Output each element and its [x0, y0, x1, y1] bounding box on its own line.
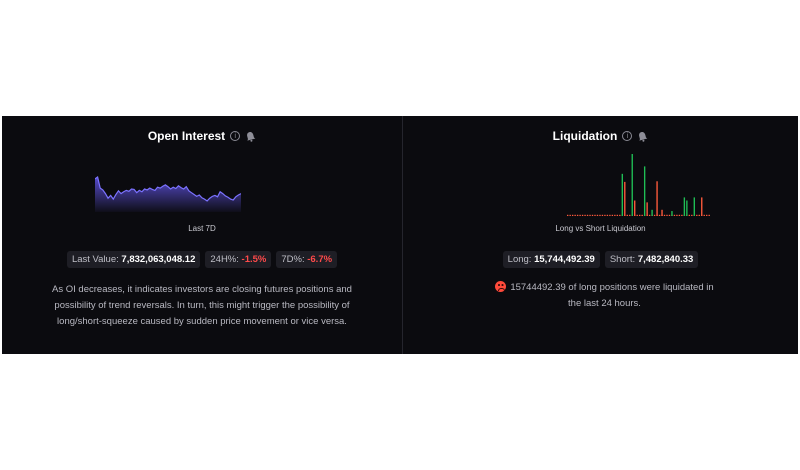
liquidation-baseline-bar	[599, 214, 601, 216]
liquidation-baseline-bar	[626, 214, 628, 216]
open-interest-line	[95, 176, 241, 202]
liquidation-baseline-bar	[591, 214, 594, 216]
sad-face-icon	[495, 281, 507, 292]
liquidation-baseline-bar	[703, 214, 705, 216]
change-24h-value: -1.5%	[241, 254, 267, 265]
liquidation-baseline-bar	[658, 214, 661, 216]
info-icon[interactable]: i	[622, 131, 633, 141]
change-7d-label: 7D%:	[281, 254, 305, 265]
open-interest-area	[95, 177, 241, 212]
long-liquidation-bar	[701, 197, 703, 216]
liquidation-baseline-bar	[639, 214, 641, 216]
liquidation-header: Liquidation i	[403, 129, 798, 143]
change-24h-pill: 24H%: -1.5%	[205, 251, 272, 268]
liquidation-baseline-bar	[668, 214, 671, 216]
liquidation-baseline-bar	[576, 214, 579, 216]
liquidation-baseline-bar	[708, 214, 710, 216]
long-pill: Long: 15,744,492.39	[502, 251, 600, 268]
last-value: 7,832,063,048.12	[121, 254, 196, 265]
change-7d-value: -6.7%	[307, 254, 333, 265]
liquidation-baseline-bar	[584, 214, 586, 216]
liquidation-baseline-bar	[579, 214, 581, 216]
long-liquidation-bar	[624, 181, 626, 216]
liquidation-baseline-bar	[601, 214, 604, 216]
liquidation-baseline-bar	[698, 214, 700, 216]
liquidation-baseline-bar	[663, 214, 666, 216]
liquidation-baseline-bar	[567, 214, 569, 216]
liquidation-baseline-bar	[676, 214, 678, 216]
liquidation-baseline-bar	[688, 214, 691, 216]
long-label: Long:	[507, 254, 532, 265]
change-24h-label: 24H%:	[210, 254, 239, 265]
long-value: 15,744,492.39	[534, 254, 595, 265]
short-pill: Short: 7,482,840.33	[604, 251, 699, 268]
short-liquidation-bar	[621, 173, 623, 216]
open-interest-title: Open Interest	[147, 129, 226, 143]
liquidation-message: 15744492.39 of long positions were liqui…	[491, 280, 718, 312]
short-liquidation-bar	[686, 200, 688, 216]
liquidation-baseline-bar	[706, 214, 708, 216]
liquidation-baseline-bar	[619, 214, 621, 216]
open-interest-chart	[95, 176, 241, 212]
liquidation-baseline-bar	[609, 214, 611, 216]
short-label: Short:	[609, 254, 636, 265]
open-interest-header: Open Interest i	[2, 129, 402, 143]
short-liquidation-bar	[683, 197, 686, 216]
liquidation-baseline-bar	[681, 214, 683, 216]
bell-icon[interactable]	[637, 131, 648, 142]
liquidation-baseline-bar	[581, 214, 584, 216]
liquidation-baseline-bar	[569, 214, 571, 216]
liquidation-baseline-bar	[691, 214, 693, 216]
short-liquidation-bar	[693, 197, 695, 216]
liquidation-message-text: 15744492.39 of long positions were liqui…	[510, 282, 714, 309]
liquidation-baseline-bar	[596, 214, 599, 216]
short-liquidation-bar	[651, 209, 653, 216]
liquidation-baseline-bar	[611, 214, 614, 216]
liquidation-baseline-bar	[574, 214, 576, 216]
liquidation-panel: Liquidation i Long vs Short Liquidation …	[403, 116, 798, 354]
liquidation-baseline-bar	[641, 214, 643, 216]
short-liquidation-bar	[631, 154, 633, 216]
last-value-label: Last Value:	[71, 254, 119, 265]
short-value: 7,482,840.33	[637, 254, 694, 265]
liquidation-baseline-bar	[673, 214, 676, 216]
change-7d-pill: 7D%: -6.7%	[276, 251, 338, 268]
liquidation-baseline-bar	[696, 214, 698, 216]
liquidation-baseline-bar	[653, 214, 656, 216]
liquidation-baseline-bar	[614, 214, 616, 216]
info-icon[interactable]: i	[230, 131, 241, 141]
long-liquidation-bar	[634, 200, 636, 216]
liquidation-baseline-bar	[604, 214, 606, 216]
liquidation-baseline-bar	[636, 214, 638, 216]
bell-icon[interactable]	[245, 131, 256, 142]
liquidation-baseline-bar	[586, 214, 589, 216]
last-value-pill: Last Value: 7,832,063,048.12	[66, 251, 201, 268]
liquidation-chart-caption: Long vs Short Liquidation	[555, 224, 646, 233]
short-liquidation-bar	[643, 166, 646, 216]
liquidation-baseline-bar	[589, 214, 591, 216]
long-liquidation-bar	[656, 181, 658, 216]
liquidation-chart	[567, 154, 710, 216]
long-liquidation-bar	[661, 209, 663, 216]
liquidation-baseline-bar	[571, 214, 574, 216]
long-liquidation-bar	[646, 202, 648, 216]
liquidation-baseline-bar	[678, 214, 681, 216]
liquidation-baseline-bar	[648, 214, 651, 216]
liquidation-title: Liquidation	[552, 129, 618, 143]
liquidation-baseline-bar	[629, 214, 631, 216]
open-interest-chart-caption: Last 7D	[188, 224, 216, 233]
liquidation-stats: Long: 15,744,492.39 Short: 7,482,840.33	[403, 251, 798, 268]
open-interest-panel: Open Interest i Last 7D Last Value: 7,83…	[2, 116, 403, 354]
liquidation-baseline-bar	[606, 214, 609, 216]
liquidation-baseline-bar	[616, 214, 619, 216]
short-liquidation-bar	[671, 211, 673, 216]
open-interest-description: As OI decreases, it indicates investors …	[52, 284, 352, 327]
liquidation-baseline-bar	[594, 214, 596, 216]
open-interest-stats: Last Value: 7,832,063,048.12 24H%: -1.5%…	[2, 251, 402, 268]
dashboard-panels: Open Interest i Last 7D Last Value: 7,83…	[2, 116, 798, 354]
liquidation-baseline-bar	[666, 214, 668, 216]
